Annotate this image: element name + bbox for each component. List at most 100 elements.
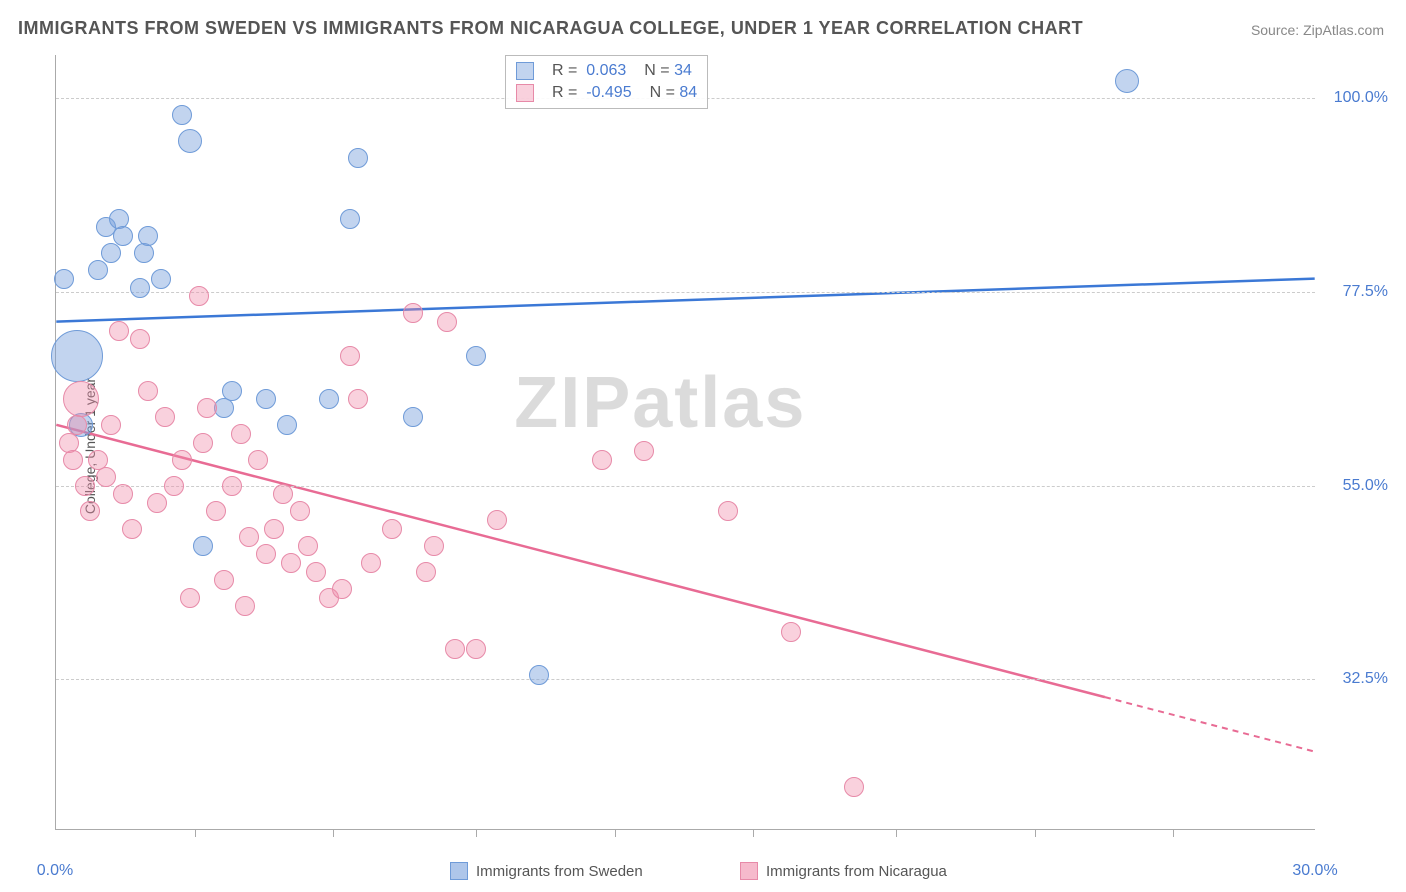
scatter-point <box>239 527 259 547</box>
scatter-point <box>277 415 297 435</box>
scatter-point <box>109 321 129 341</box>
scatter-point <box>122 519 142 539</box>
scatter-point <box>113 484 133 504</box>
scatter-point <box>172 450 192 470</box>
x-tick <box>753 829 754 837</box>
scatter-point <box>529 665 549 685</box>
scatter-point <box>138 226 158 246</box>
scatter-point <box>1115 69 1139 93</box>
scatter-point <box>437 312 457 332</box>
scatter-point <box>235 596 255 616</box>
x-tick-label: 30.0% <box>1292 862 1337 880</box>
scatter-point <box>101 243 121 263</box>
scatter-point <box>75 476 95 496</box>
scatter-point <box>592 450 612 470</box>
scatter-point <box>781 622 801 642</box>
x-tick <box>476 829 477 837</box>
y-tick-label: 55.0% <box>1343 477 1388 495</box>
x-legend-label: Immigrants from Nicaragua <box>766 863 947 880</box>
scatter-point <box>172 105 192 125</box>
scatter-point <box>96 467 116 487</box>
x-tick <box>333 829 334 837</box>
x-tick <box>195 829 196 837</box>
scatter-point <box>403 407 423 427</box>
legend-n-label: N = 34 <box>644 62 692 80</box>
scatter-point <box>206 501 226 521</box>
scatter-point <box>193 433 213 453</box>
legend-swatch <box>740 862 758 880</box>
plot-area: ZIPatlas <box>55 55 1315 830</box>
scatter-point <box>306 562 326 582</box>
scatter-point <box>51 330 103 382</box>
x-tick <box>1035 829 1036 837</box>
scatter-point <box>147 493 167 513</box>
scatter-point <box>88 260 108 280</box>
watermark: ZIPatlas <box>514 362 806 444</box>
scatter-point <box>151 269 171 289</box>
gridline-h <box>56 292 1315 293</box>
scatter-point <box>193 536 213 556</box>
legend-r-label: R = 0.063 <box>552 62 626 80</box>
scatter-point <box>264 519 284 539</box>
scatter-point <box>222 476 242 496</box>
gridline-h <box>56 679 1315 680</box>
scatter-point <box>256 544 276 564</box>
scatter-point <box>298 536 318 556</box>
scatter-point <box>130 278 150 298</box>
legend-swatch <box>516 84 534 102</box>
scatter-point <box>718 501 738 521</box>
x-tick <box>896 829 897 837</box>
scatter-point <box>138 381 158 401</box>
scatter-point <box>466 346 486 366</box>
legend-row: R = -0.495 N = 84 <box>516 82 697 104</box>
scatter-point <box>155 407 175 427</box>
scatter-point <box>361 553 381 573</box>
scatter-point <box>113 226 133 246</box>
scatter-point <box>248 450 268 470</box>
scatter-point <box>214 570 234 590</box>
scatter-point <box>63 450 83 470</box>
scatter-point <box>180 588 200 608</box>
scatter-point <box>222 381 242 401</box>
scatter-point <box>340 209 360 229</box>
scatter-point <box>80 501 100 521</box>
scatter-point <box>101 415 121 435</box>
chart-title: IMMIGRANTS FROM SWEDEN VS IMMIGRANTS FRO… <box>18 18 1083 39</box>
scatter-point <box>164 476 184 496</box>
y-tick-label: 77.5% <box>1343 283 1388 301</box>
scatter-point <box>134 243 154 263</box>
scatter-point <box>348 389 368 409</box>
x-legend-item: Immigrants from Nicaragua <box>740 862 947 880</box>
legend-swatch <box>516 62 534 80</box>
scatter-point <box>382 519 402 539</box>
scatter-point <box>348 148 368 168</box>
x-tick <box>1173 829 1174 837</box>
x-legend-item: Immigrants from Sweden <box>450 862 643 880</box>
scatter-point <box>844 777 864 797</box>
source-attribution: Source: ZipAtlas.com <box>1251 22 1384 38</box>
legend-n-label: N = 84 <box>650 84 698 102</box>
scatter-point <box>63 381 99 417</box>
correlation-legend: R = 0.063 N = 34 R = -0.495 N = 84 <box>505 55 708 109</box>
scatter-point <box>281 553 301 573</box>
legend-r-label: R = -0.495 <box>552 84 632 102</box>
scatter-point <box>273 484 293 504</box>
scatter-point <box>466 639 486 659</box>
scatter-point <box>290 501 310 521</box>
scatter-point <box>197 398 217 418</box>
gridline-h <box>56 486 1315 487</box>
scatter-point <box>256 389 276 409</box>
x-tick-label: 0.0% <box>37 862 73 880</box>
scatter-point <box>487 510 507 530</box>
scatter-point <box>403 303 423 323</box>
scatter-point <box>178 129 202 153</box>
legend-swatch <box>450 862 468 880</box>
scatter-point <box>130 329 150 349</box>
scatter-point <box>416 562 436 582</box>
scatter-point <box>340 346 360 366</box>
scatter-point <box>54 269 74 289</box>
scatter-point <box>445 639 465 659</box>
y-tick-label: 32.5% <box>1343 670 1388 688</box>
scatter-point <box>319 389 339 409</box>
scatter-point <box>634 441 654 461</box>
